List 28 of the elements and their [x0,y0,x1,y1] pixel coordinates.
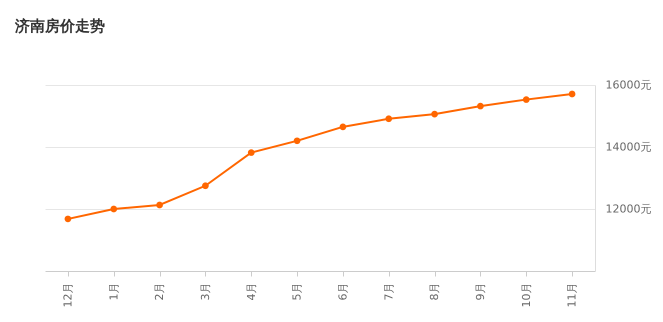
point [431,110,438,118]
x-tick-label: 7月 [382,282,396,300]
point [568,90,576,98]
x-tick-label: 12月 [61,282,74,308]
x-tick-label: 9月 [474,282,487,300]
x-tick-label: 3月 [198,282,212,300]
x-tick-label: 10月 [520,282,533,308]
x-tick-label: 8月 [428,282,442,300]
chart-title: 济南房价走势 [14,17,105,35]
point [156,202,163,208]
point [340,124,346,130]
point [477,102,484,110]
x-tick-label: 5月 [290,282,304,300]
x-tick-label: 11月 [566,282,579,308]
y-tick-label: 16000元 [606,78,652,92]
y-tick-label: 14000元 [606,140,652,154]
x-tick-label: 2月 [153,282,166,300]
point [385,115,392,122]
point [294,137,300,144]
point [110,206,118,212]
y-tick-label: 12000元 [606,202,652,216]
x-tick-label: 1月 [107,282,120,300]
x-tick-label: 4月 [244,282,258,300]
x-tick-label: 6月 [336,282,350,300]
point [64,216,72,222]
point [202,182,209,190]
point [248,149,255,156]
point [522,96,530,103]
